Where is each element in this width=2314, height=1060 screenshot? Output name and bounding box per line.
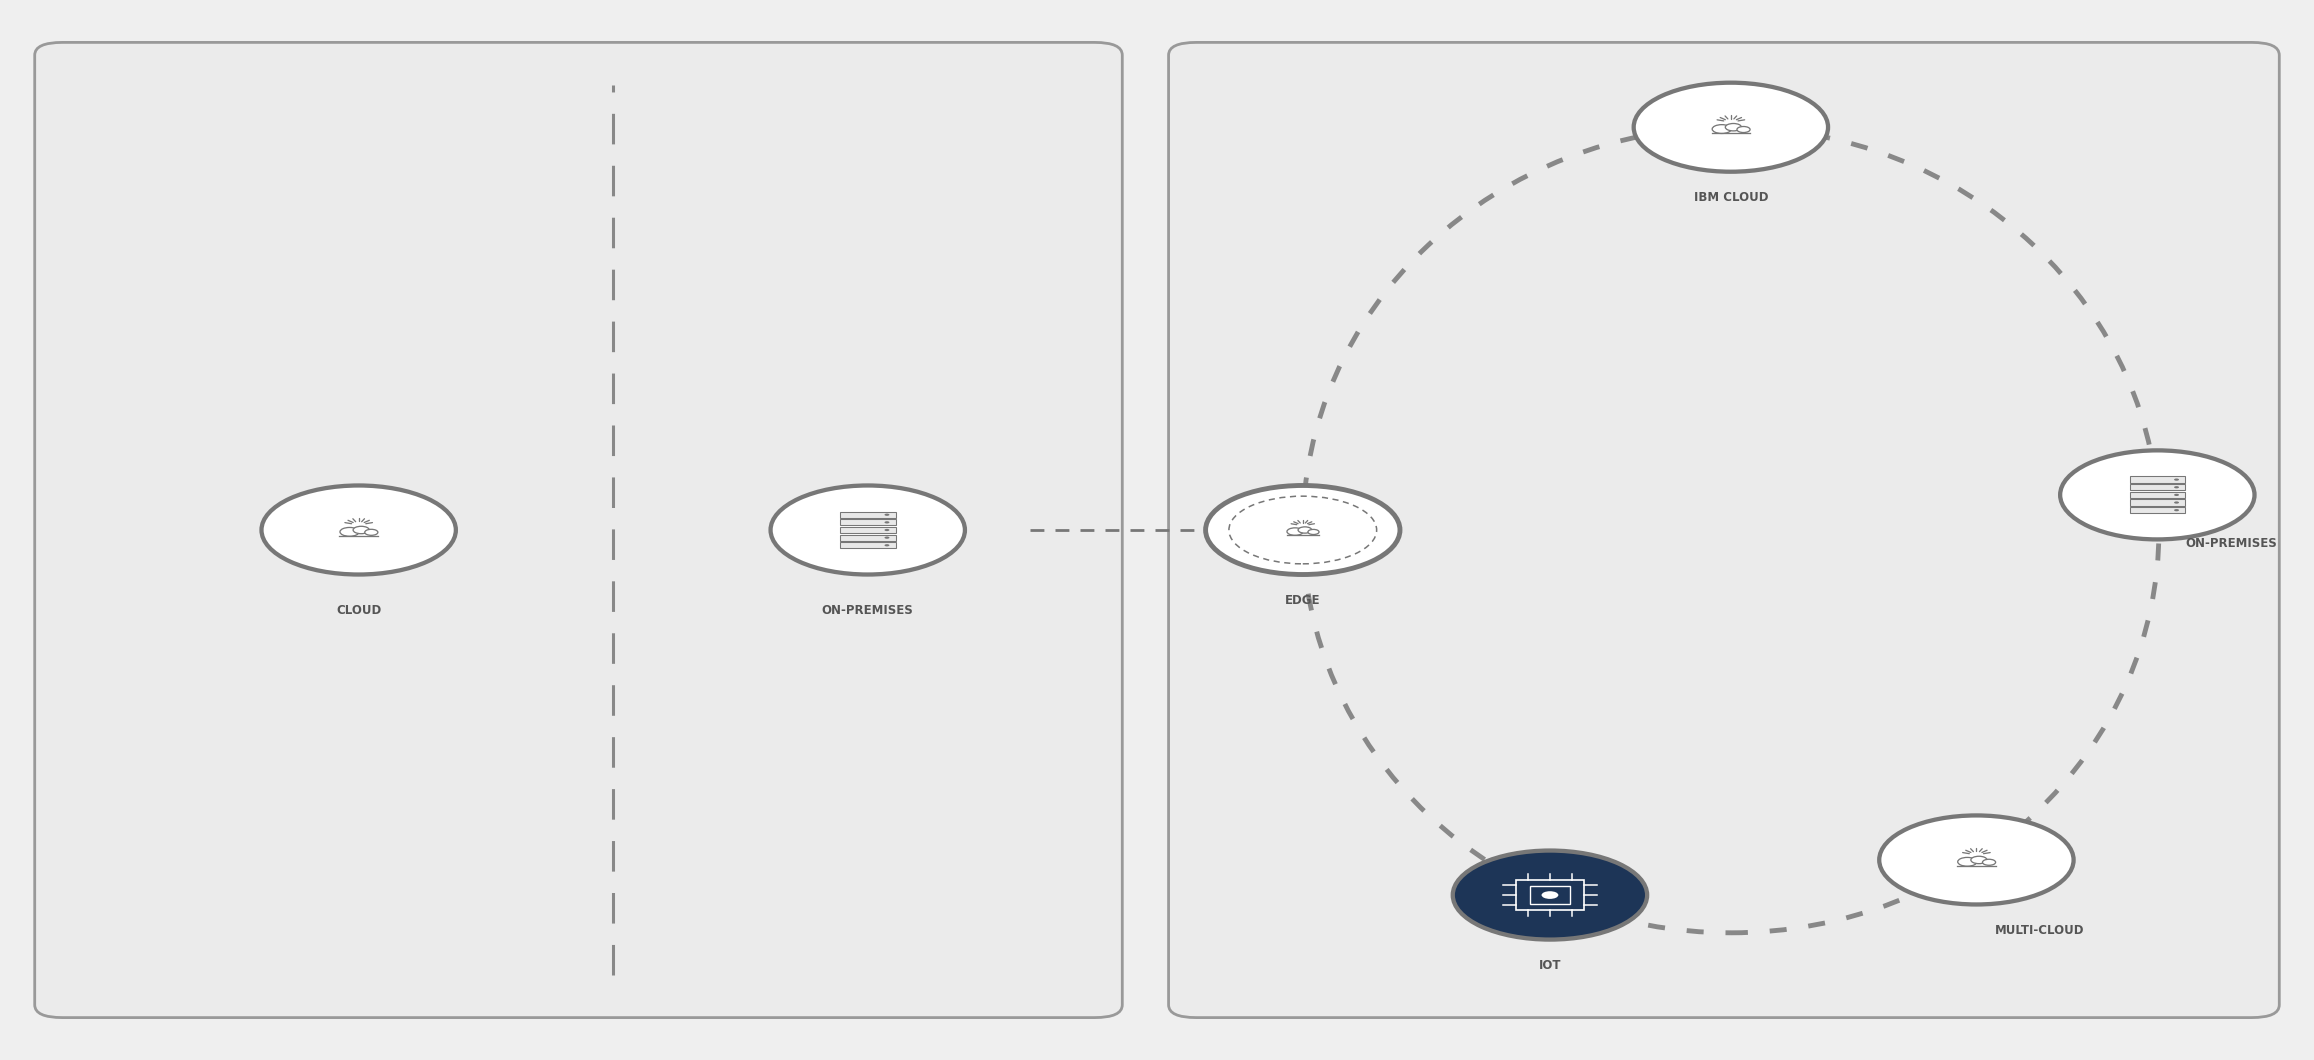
Circle shape xyxy=(2059,450,2254,540)
FancyBboxPatch shape xyxy=(1169,42,2279,1018)
Circle shape xyxy=(2175,487,2180,489)
Circle shape xyxy=(884,536,889,538)
Circle shape xyxy=(771,485,965,575)
Circle shape xyxy=(2175,478,2180,481)
Circle shape xyxy=(1972,856,1988,864)
Circle shape xyxy=(884,544,889,546)
Bar xyxy=(2129,507,2184,513)
Circle shape xyxy=(2175,509,2180,511)
Text: CLOUD: CLOUD xyxy=(336,604,382,617)
Circle shape xyxy=(2175,501,2180,504)
Circle shape xyxy=(1983,860,1995,865)
Bar xyxy=(1958,862,1995,866)
Bar xyxy=(840,527,896,533)
Circle shape xyxy=(1712,125,1731,134)
Circle shape xyxy=(1287,528,1303,535)
Bar xyxy=(2129,477,2184,482)
Bar xyxy=(840,534,896,541)
Circle shape xyxy=(1307,529,1319,534)
Circle shape xyxy=(1541,891,1557,899)
Bar xyxy=(1516,880,1583,911)
Circle shape xyxy=(1958,858,1976,866)
Bar xyxy=(2129,492,2184,498)
Bar xyxy=(2129,484,2184,491)
Circle shape xyxy=(354,527,370,533)
Bar xyxy=(340,532,377,535)
Text: EDGE: EDGE xyxy=(1284,594,1321,606)
Circle shape xyxy=(884,529,889,531)
Circle shape xyxy=(1453,850,1648,939)
Circle shape xyxy=(1726,124,1742,130)
Circle shape xyxy=(884,522,889,524)
Text: IOT: IOT xyxy=(1539,958,1562,972)
Bar xyxy=(840,512,896,518)
FancyBboxPatch shape xyxy=(35,42,1122,1018)
Bar xyxy=(1287,531,1319,534)
Circle shape xyxy=(2175,494,2180,496)
Circle shape xyxy=(366,529,377,535)
Circle shape xyxy=(1298,527,1312,533)
Bar xyxy=(840,519,896,526)
Bar xyxy=(1530,886,1569,904)
Circle shape xyxy=(1879,815,2073,904)
Text: ON-PREMISES: ON-PREMISES xyxy=(2184,537,2277,550)
Circle shape xyxy=(261,485,456,575)
Circle shape xyxy=(884,514,889,516)
Circle shape xyxy=(340,528,359,536)
Bar xyxy=(2129,499,2184,506)
Circle shape xyxy=(1206,485,1400,575)
Text: IBM CLOUD: IBM CLOUD xyxy=(1694,191,1768,204)
Circle shape xyxy=(1738,126,1749,132)
Circle shape xyxy=(1634,83,1828,172)
Text: ON-PREMISES: ON-PREMISES xyxy=(821,604,914,617)
Bar xyxy=(1712,129,1749,132)
Text: MULTI-CLOUD: MULTI-CLOUD xyxy=(1995,923,2085,937)
Bar xyxy=(840,542,896,548)
